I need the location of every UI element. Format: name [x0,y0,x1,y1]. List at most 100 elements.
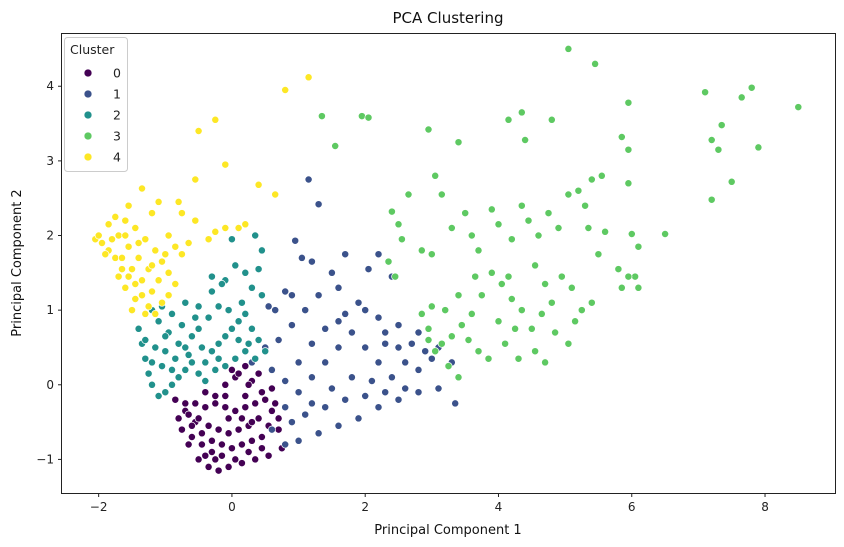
point-cluster-2 [194,324,203,333]
point-cluster-3 [447,224,456,232]
point-cluster-1 [374,313,383,322]
point-cluster-3 [527,324,536,333]
point-cluster-3 [634,242,643,251]
point-cluster-2 [174,339,183,348]
point-cluster-3 [537,309,546,318]
point-cluster-0 [214,466,223,475]
point-cluster-3 [737,93,746,102]
point-cluster-1 [307,399,316,408]
point-cluster-1 [394,395,403,404]
legend-marker-2 [83,110,93,120]
point-cluster-0 [237,459,246,468]
legend-entries: 0 1 2 3 4 [83,66,121,165]
point-cluster-2 [184,350,193,359]
point-cluster-2 [234,317,243,326]
point-cluster-3 [494,317,503,326]
point-cluster-2 [204,313,213,322]
legend-marker-0 [83,68,93,78]
point-cluster-1 [294,388,303,397]
point-cluster-3 [541,280,550,288]
point-cluster-3 [431,171,440,180]
legend-label-0: 0 [113,66,121,81]
point-cluster-4 [141,235,150,244]
point-cluster-3 [444,362,453,371]
point-cluster-3 [617,133,626,141]
point-cluster-3 [584,224,593,232]
point-cluster-1 [267,425,276,434]
point-cluster-3 [437,339,446,348]
point-cluster-1 [361,343,370,352]
point-cluster-4 [161,250,170,259]
point-cluster-0 [214,425,223,434]
point-cluster-3 [557,272,566,281]
point-cluster-3 [634,283,643,292]
point-cluster-3 [627,230,636,238]
point-cluster-3 [431,347,440,356]
point-cluster-2 [158,362,166,371]
points-layer [91,44,803,475]
point-cluster-4 [281,86,290,94]
point-cluster-2 [141,354,150,363]
point-cluster-1 [281,440,290,449]
point-cluster-0 [251,399,260,408]
point-cluster-0 [221,403,230,412]
point-cluster-0 [241,403,250,412]
point-cluster-2 [234,336,243,344]
point-cluster-3 [707,195,716,204]
point-cluster-0 [201,388,210,397]
point-cluster-4 [191,175,200,184]
point-cluster-4 [154,276,163,285]
point-cluster-0 [181,399,190,408]
point-cluster-2 [217,280,226,288]
point-cluster-1 [281,403,290,412]
point-cluster-1 [394,321,403,330]
point-cluster-3 [597,171,606,180]
point-cluster-0 [221,392,230,400]
point-cluster-4 [164,268,173,277]
point-cluster-3 [394,220,403,229]
point-cluster-2 [261,347,270,356]
plot-area [61,33,836,494]
point-cluster-1 [347,328,356,337]
point-cluster-2 [187,332,196,341]
point-cluster-2 [227,235,236,244]
point-cluster-3 [624,272,633,281]
point-cluster-3 [714,145,723,154]
point-cluster-4 [134,239,143,247]
point-cluster-3 [531,347,540,356]
point-cluster-1 [427,354,436,363]
point-cluster-3 [397,235,406,244]
point-cluster-0 [204,462,213,471]
point-cluster-0 [264,451,273,460]
point-cluster-3 [614,265,623,274]
point-cluster-4 [131,280,140,288]
point-cluster-3 [631,272,640,281]
point-cluster-0 [267,384,276,393]
point-cluster-1 [414,365,423,374]
point-cluster-3 [531,261,540,270]
point-cluster-2 [187,358,196,367]
point-cluster-1 [307,257,316,266]
point-cluster-2 [211,365,220,374]
point-cluster-4 [111,212,120,221]
point-cluster-1 [374,403,383,412]
point-cluster-2 [221,362,230,371]
x-tick-label: 8 [761,500,769,514]
point-cluster-2 [221,332,230,341]
point-cluster-1 [304,175,313,184]
point-cluster-1 [361,392,370,400]
point-cluster-4 [234,224,243,232]
point-cluster-0 [247,418,256,427]
point-cluster-3 [461,209,470,218]
point-cluster-1 [364,265,373,274]
point-cluster-3 [517,201,526,210]
point-cluster-2 [181,298,190,307]
point-cluster-3 [477,291,486,300]
point-cluster-4 [171,280,180,288]
point-cluster-2 [231,354,240,363]
legend-label-1: 1 [113,87,121,102]
point-cluster-2 [207,287,216,296]
point-cluster-3 [601,227,610,236]
point-cluster-3 [391,272,400,281]
point-cluster-1 [421,347,430,356]
